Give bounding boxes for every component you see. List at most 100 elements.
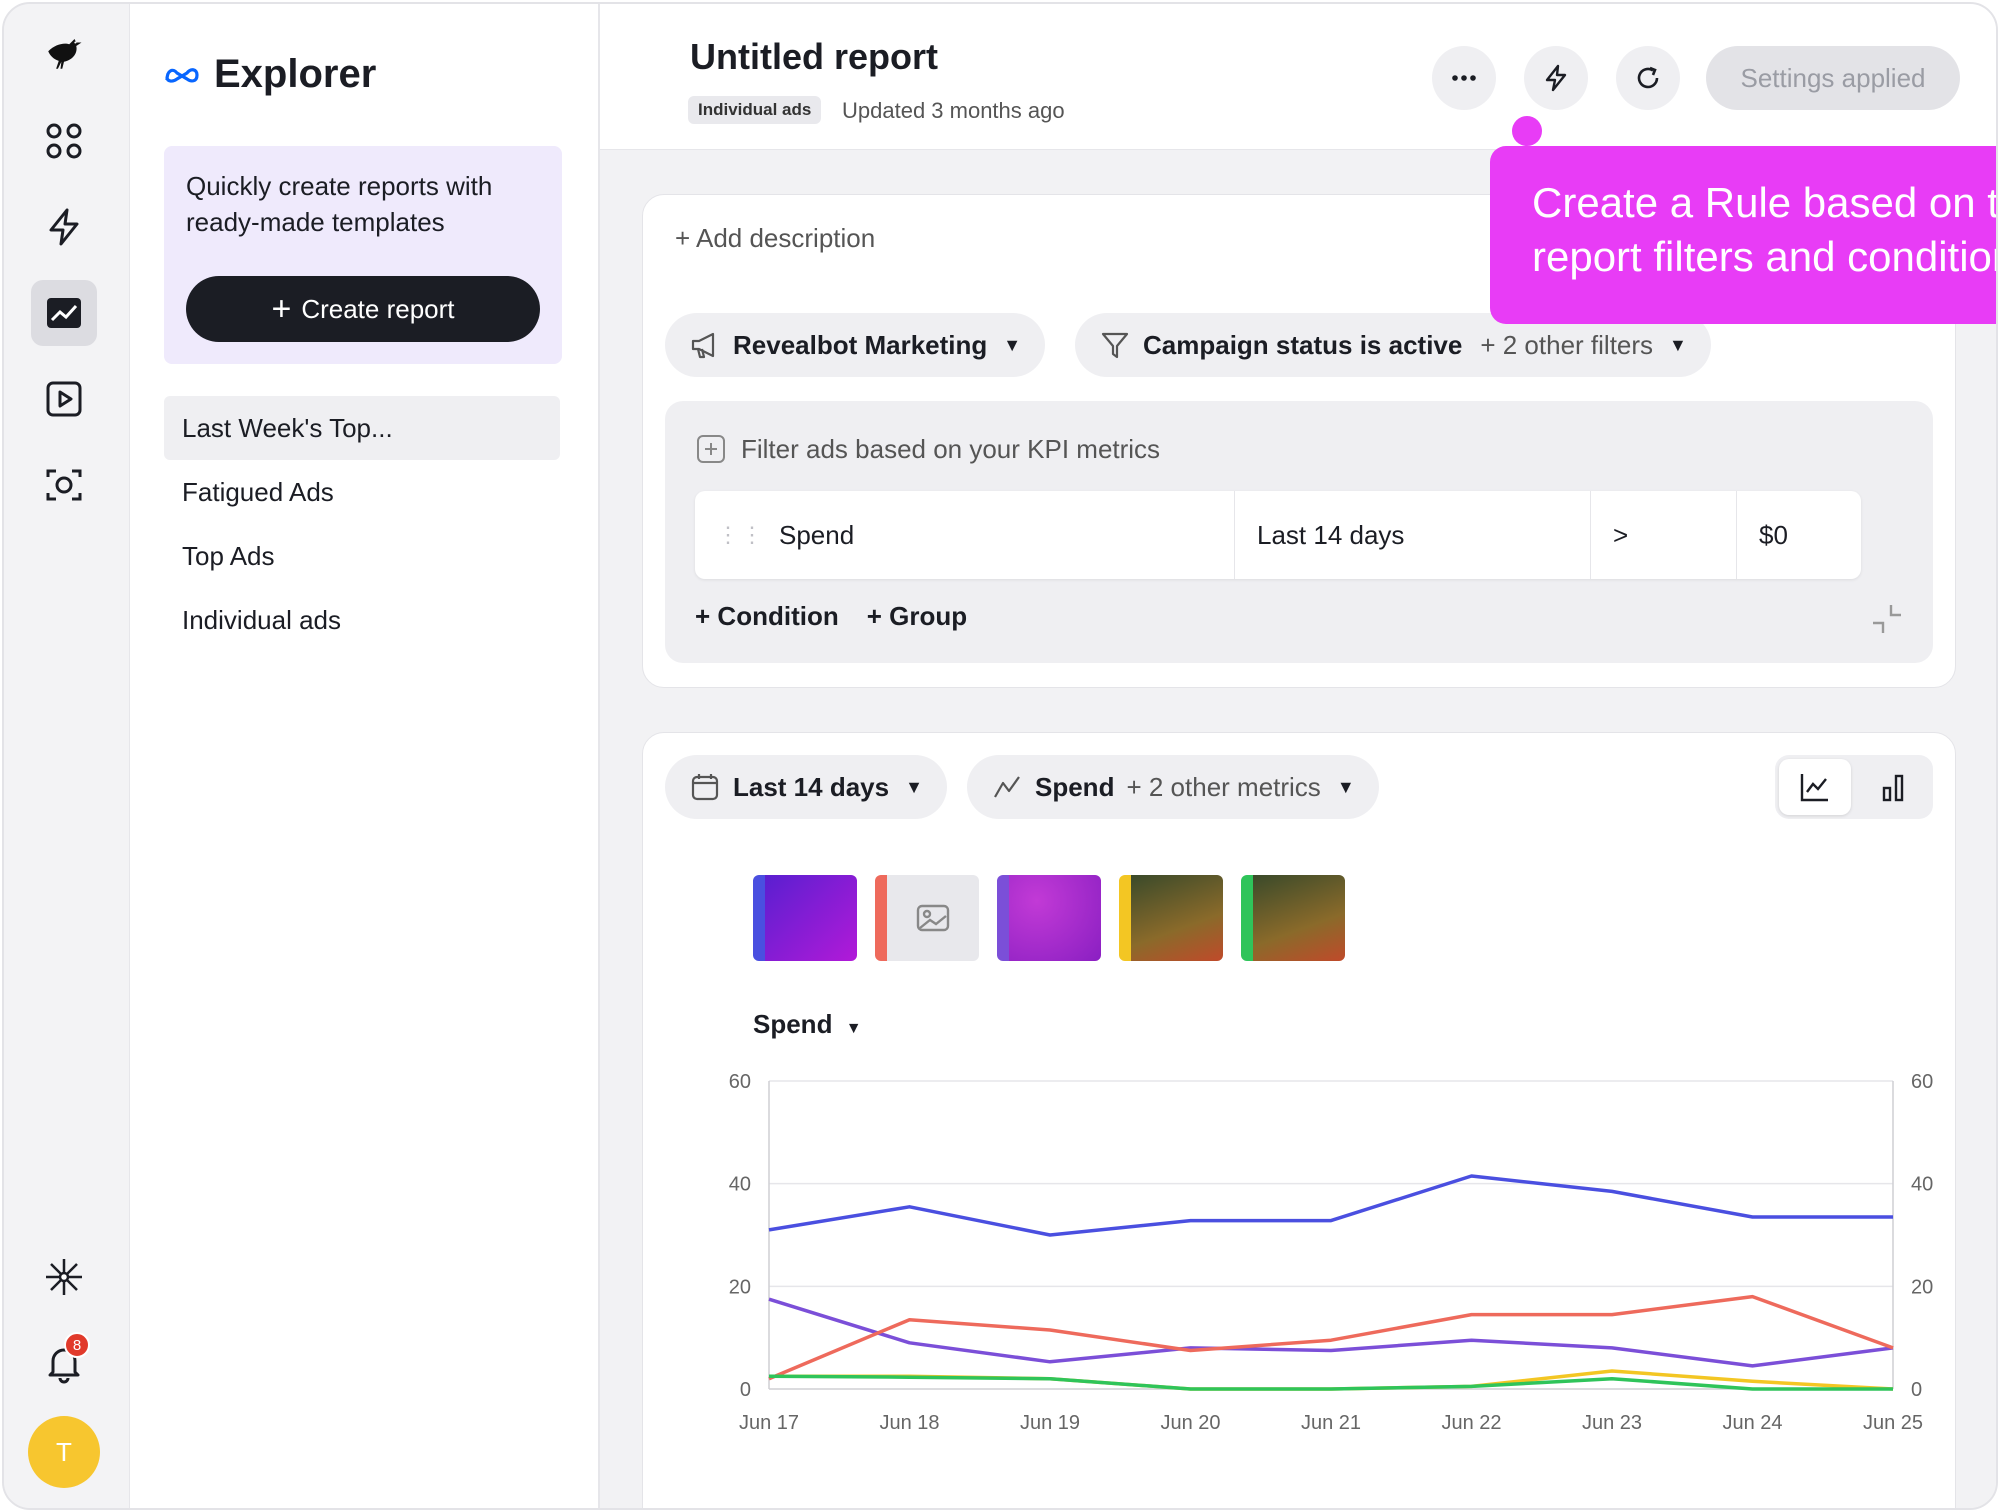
- chart-metric-dropdown[interactable]: Spend ▼: [753, 1009, 862, 1040]
- line-chart-icon: [1800, 774, 1828, 802]
- condition-value[interactable]: $0: [1759, 519, 1788, 550]
- add-condition-label: Condition: [717, 601, 839, 631]
- chart-metric-label: Spend: [753, 1009, 833, 1039]
- add-filter-icon: [697, 435, 725, 463]
- scan-focus-icon[interactable]: [31, 452, 97, 518]
- condition-period[interactable]: Last 14 days: [1235, 491, 1591, 579]
- add-condition-button[interactable]: + Condition: [695, 601, 839, 631]
- condition-row: ⋮⋮ Spend Last 14 days > $0: [695, 491, 1861, 579]
- spend-line-chart: 0 0 20 20 40 40 60 60 Jun 17 Jun 18 Jun 19 Jun 20 Ju…: [729, 1071, 1934, 1434]
- icon-rail: 8 T: [4, 4, 130, 1508]
- bar-chart-icon: [1882, 774, 1904, 802]
- y-tick-label-right: 60: [1911, 1071, 1933, 1093]
- report-type-tag: Individual ads: [688, 96, 822, 124]
- x-tick-label: Jun 24: [1722, 1412, 1782, 1434]
- report-item-individual-ads[interactable]: Individual ads: [182, 604, 341, 635]
- user-avatar[interactable]: T: [28, 1416, 100, 1488]
- explorer-title: Explorer: [214, 52, 377, 96]
- y-tick-label-right: 0: [1911, 1379, 1922, 1401]
- kpi-actions: + Condition + Group: [695, 601, 967, 632]
- report-header: Untitled report Individual ads Updated 3…: [600, 4, 1996, 150]
- y-tick-label-left: 0: [740, 1379, 751, 1401]
- series-line: [768, 1174, 1893, 1237]
- image-placeholder-icon: [916, 904, 950, 932]
- report-item-fatigued-ads[interactable]: Fatigued Ads: [182, 476, 334, 507]
- ad-thumbnail[interactable]: [753, 875, 857, 961]
- report-title[interactable]: Untitled report: [690, 36, 938, 77]
- calendar-icon: [691, 774, 719, 801]
- date-range-label: Last 14 days: [733, 771, 890, 802]
- account-name: Revealbot Marketing: [733, 329, 988, 360]
- x-tick-label: Jun 20: [1160, 1412, 1220, 1434]
- more-options-button[interactable]: [1432, 46, 1496, 110]
- megaphone-icon: [691, 332, 715, 359]
- settings-applied-button[interactable]: Settings applied: [1706, 46, 1960, 110]
- notification-count-badge: 8: [64, 1332, 90, 1358]
- y-tick-label-left: 40: [729, 1174, 751, 1196]
- ad-thumbnail[interactable]: [1119, 875, 1223, 961]
- ad-thumbnails: [753, 875, 1345, 961]
- line-metric-icon: [994, 776, 1020, 798]
- x-tick-label: Jun 25: [1863, 1412, 1923, 1434]
- drag-handle-icon[interactable]: ⋮⋮: [717, 522, 765, 547]
- report-item-last-weeks-top[interactable]: Last Week's Top...: [164, 396, 560, 460]
- ad-thumbnail[interactable]: [1241, 875, 1345, 961]
- media-play-icon[interactable]: [31, 366, 97, 432]
- metric-label: Spend: [1035, 771, 1115, 802]
- create-report-label: Create report: [301, 293, 455, 324]
- add-description-link[interactable]: + Add description: [675, 223, 876, 253]
- x-tick-label: Jun 18: [879, 1412, 939, 1434]
- other-metrics-label: + 2 other metrics: [1126, 771, 1321, 802]
- bolt-icon: [1545, 64, 1567, 92]
- collapse-icon[interactable]: [1869, 601, 1905, 637]
- refresh-button[interactable]: [1616, 46, 1680, 110]
- tooltip-anchor-dot: [1512, 116, 1542, 146]
- condition-operator[interactable]: >: [1591, 491, 1737, 579]
- series-line: [768, 1297, 1894, 1368]
- series-line: [768, 1374, 1893, 1391]
- refresh-icon: [1637, 66, 1659, 89]
- x-tick-label: Jun 19: [1020, 1412, 1080, 1434]
- kpi-filter-box: Filter ads based on your KPI metrics ⋮⋮ …: [665, 401, 1933, 663]
- x-tick-label: Jun 23: [1582, 1412, 1642, 1434]
- other-filters-label: + 2 other filters: [1480, 329, 1654, 360]
- chart-type-toggle: [1775, 755, 1933, 819]
- explorer-header: Explorer: [164, 52, 376, 97]
- y-tick-label-right: 20: [1911, 1276, 1933, 1298]
- ad-thumbnail[interactable]: [997, 875, 1101, 961]
- report-item-top-ads[interactable]: Top Ads: [182, 540, 275, 571]
- create-rule-button[interactable]: [1524, 46, 1588, 110]
- create-report-button[interactable]: + Create report: [186, 276, 540, 342]
- y-tick-label-right: 40: [1911, 1174, 1933, 1196]
- bar-chart-toggle[interactable]: [1857, 759, 1929, 815]
- report-main: Untitled report Individual ads Updated 3…: [600, 4, 1996, 1508]
- chevron-down-icon: ▼: [1336, 776, 1355, 797]
- condition-metric-label: Spend: [779, 519, 855, 550]
- kpi-filter-label: Filter ads based on your KPI metrics: [741, 433, 1161, 464]
- reports-chart-icon[interactable]: [31, 280, 97, 346]
- more-dots-icon: [1452, 75, 1476, 81]
- templates-promo: Quickly create reports with ready-made t…: [164, 146, 562, 364]
- account-selector[interactable]: Revealbot Marketing ▼: [665, 313, 1046, 377]
- line-chart-toggle[interactable]: [1779, 759, 1851, 815]
- bird-logo-icon[interactable]: [31, 20, 97, 86]
- y-tick-label-left: 20: [729, 1276, 751, 1298]
- add-group-button[interactable]: + Group: [866, 601, 968, 631]
- chevron-down-icon: ▼: [905, 776, 923, 797]
- apps-grid-icon[interactable]: [31, 108, 97, 174]
- condition-metric[interactable]: ⋮⋮ Spend: [695, 491, 1235, 579]
- series-line: [768, 1294, 1894, 1381]
- y-tick-label-left: 60: [729, 1071, 751, 1093]
- create-rule-tooltip: Create a Rule based on this report filte…: [1490, 146, 1996, 324]
- sparkle-icon[interactable]: [31, 1244, 97, 1310]
- ad-thumbnail-placeholder[interactable]: [875, 875, 979, 961]
- automation-bolt-icon[interactable]: [31, 194, 97, 260]
- chevron-down-icon: ▼: [1669, 334, 1687, 355]
- promo-text: Quickly create reports with ready-made t…: [186, 171, 493, 237]
- status-filter-label: Campaign status is active: [1143, 329, 1463, 360]
- x-tick-label: Jun 17: [739, 1412, 799, 1434]
- date-range-selector[interactable]: Last 14 days ▼: [665, 755, 947, 819]
- metrics-selector[interactable]: Spend + 2 other metrics ▼: [967, 755, 1379, 819]
- plus-icon: +: [271, 290, 292, 328]
